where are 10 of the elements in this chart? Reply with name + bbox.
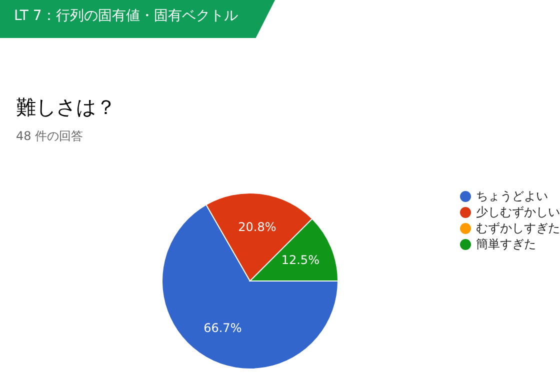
data-label: 66.7%: [204, 321, 242, 336]
legend-label: 少しむずかしい: [476, 204, 560, 220]
data-label: 20.8%: [238, 220, 276, 234]
legend-label: むずかしすぎた: [476, 220, 560, 236]
legend-label: 簡単すぎた: [476, 236, 536, 252]
chart-title: LT 7：行列の固有値・固有ベクトル: [14, 7, 238, 25]
chart-subtitle: 難しさは？: [16, 94, 116, 121]
legend-label: ちょうどよい: [476, 188, 548, 204]
data-label: 12.5%: [281, 253, 320, 268]
text: 48 件の回答: [16, 128, 84, 145]
